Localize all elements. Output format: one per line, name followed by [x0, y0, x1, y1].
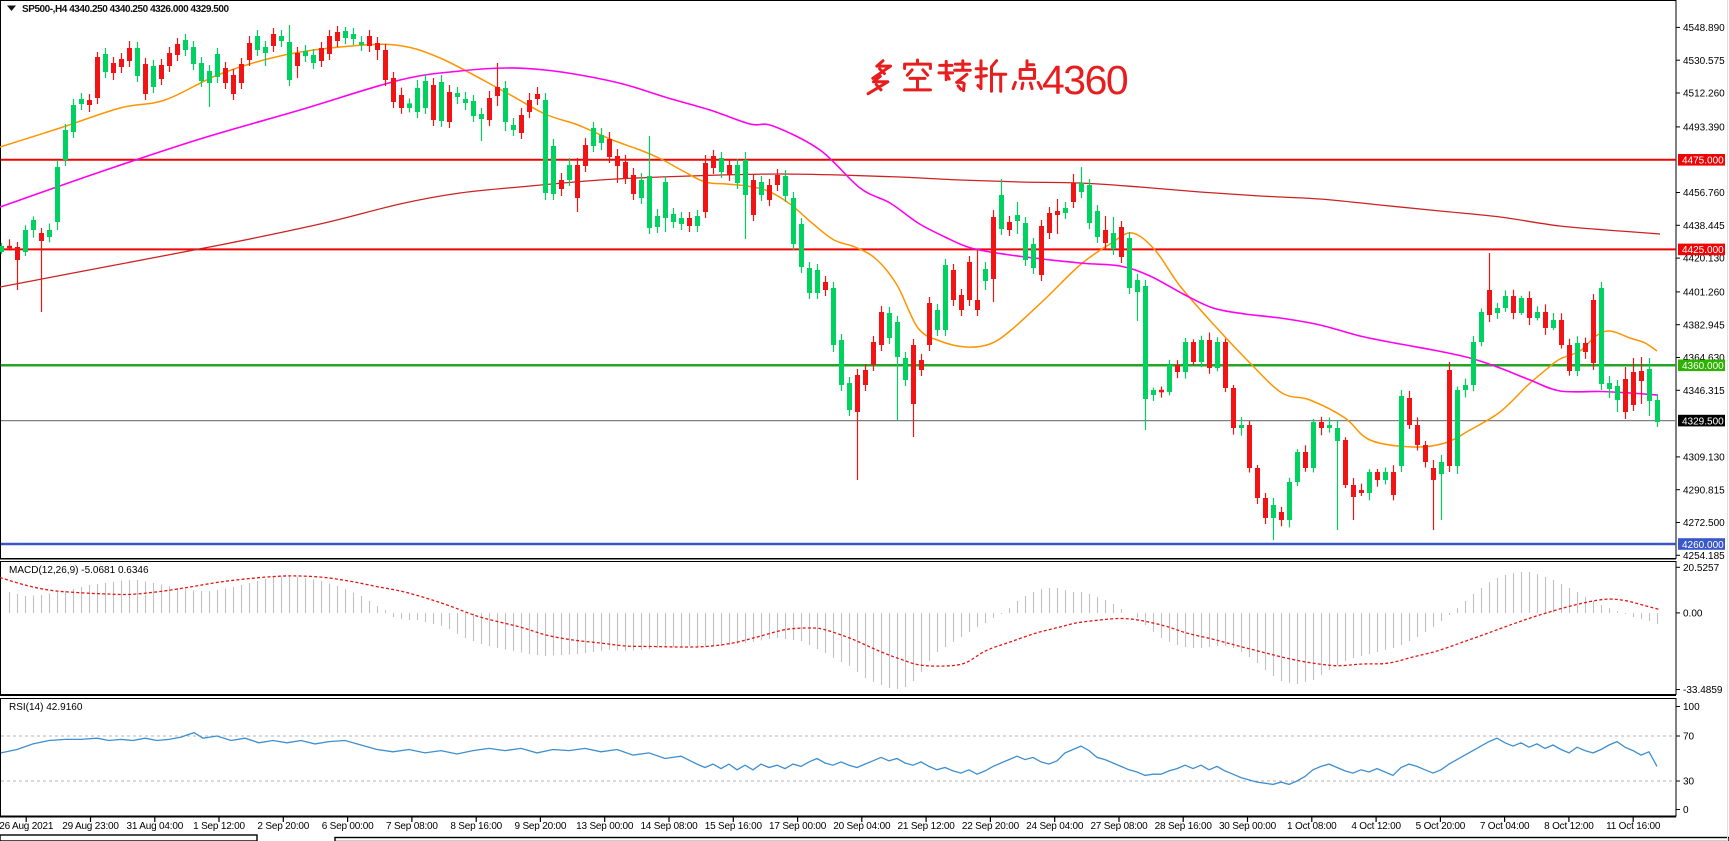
svg-text:30: 30	[1683, 777, 1695, 788]
svg-text:4420.130: 4420.130	[1683, 254, 1725, 265]
svg-text:21 Sep 12:00: 21 Sep 12:00	[898, 821, 956, 832]
svg-text:28 Sep 16:00: 28 Sep 16:00	[1155, 821, 1213, 832]
svg-text:2 Sep 20:00: 2 Sep 20:00	[257, 821, 309, 832]
svg-text:4456.760: 4456.760	[1683, 188, 1725, 199]
svg-text:0.00: 0.00	[1683, 609, 1703, 620]
svg-text:4493.390: 4493.390	[1683, 123, 1725, 134]
svg-text:20 Sep 04:00: 20 Sep 04:00	[833, 821, 891, 832]
svg-text:8 Oct 12:00: 8 Oct 12:00	[1544, 821, 1594, 832]
svg-text:4401.260: 4401.260	[1683, 288, 1725, 299]
svg-text:24 Sep 04:00: 24 Sep 04:00	[1026, 821, 1084, 832]
svg-text:4 Oct 12:00: 4 Oct 12:00	[1351, 821, 1401, 832]
svg-text:4475.000: 4475.000	[1682, 156, 1724, 167]
svg-text:70: 70	[1683, 732, 1695, 743]
svg-text:6 Sep 00:00: 6 Sep 00:00	[322, 821, 374, 832]
svg-text:4364.630: 4364.630	[1683, 353, 1725, 364]
svg-text:4438.445: 4438.445	[1683, 221, 1725, 232]
svg-text:4329.500: 4329.500	[1682, 416, 1724, 427]
svg-text:4512.260: 4512.260	[1683, 89, 1725, 100]
svg-text:4360: 4360	[1042, 57, 1128, 103]
svg-text:7 Oct 04:00: 7 Oct 04:00	[1480, 821, 1530, 832]
svg-text:7 Sep 08:00: 7 Sep 08:00	[386, 821, 438, 832]
svg-text:4272.500: 4272.500	[1683, 518, 1725, 529]
svg-text:100: 100	[1683, 702, 1700, 713]
svg-text:4254.185: 4254.185	[1683, 551, 1725, 562]
svg-text:4360.000: 4360.000	[1682, 361, 1724, 372]
svg-text:4530.575: 4530.575	[1683, 56, 1725, 67]
svg-text:13 Sep 00:00: 13 Sep 00:00	[576, 821, 634, 832]
svg-text:0: 0	[1683, 805, 1689, 816]
svg-text:RSI(14) 42.9160: RSI(14) 42.9160	[9, 702, 83, 713]
svg-text:22 Sep 20:00: 22 Sep 20:00	[962, 821, 1020, 832]
svg-text:26 Aug 2021: 26 Aug 2021	[0, 821, 54, 832]
svg-text:30 Sep 00:00: 30 Sep 00:00	[1219, 821, 1277, 832]
svg-text:5 Oct 20:00: 5 Oct 20:00	[1416, 821, 1466, 832]
svg-text:4290.815: 4290.815	[1683, 485, 1725, 496]
svg-text:15 Sep 16:00: 15 Sep 16:00	[705, 821, 763, 832]
svg-text:14 Sep 08:00: 14 Sep 08:00	[640, 821, 698, 832]
svg-text:27 Sep 08:00: 27 Sep 08:00	[1090, 821, 1148, 832]
svg-text:4382.945: 4382.945	[1683, 320, 1725, 331]
svg-text:SP500-,H4 4340.250 4340.250 4: SP500-,H4 4340.250 4340.250 4326.000 432…	[22, 4, 230, 15]
svg-text:4260.000: 4260.000	[1682, 540, 1724, 551]
svg-text:29 Aug 23:00: 29 Aug 23:00	[62, 821, 119, 832]
svg-text:20.5257: 20.5257	[1683, 563, 1720, 574]
svg-text:31 Aug 04:00: 31 Aug 04:00	[127, 821, 184, 832]
svg-text:11 Oct 16:00: 11 Oct 16:00	[1606, 821, 1661, 832]
svg-text:4425.000: 4425.000	[1682, 245, 1724, 256]
svg-text:1 Oct 08:00: 1 Oct 08:00	[1287, 821, 1337, 832]
svg-text:-33.4859: -33.4859	[1683, 685, 1723, 696]
svg-text:4309.130: 4309.130	[1683, 453, 1725, 464]
svg-text:17 Sep 00:00: 17 Sep 00:00	[769, 821, 827, 832]
svg-text:8 Sep 16:00: 8 Sep 16:00	[450, 821, 502, 832]
svg-text:9 Sep 20:00: 9 Sep 20:00	[515, 821, 567, 832]
svg-text:MACD(12,26,9) -5.0681 0.6346: MACD(12,26,9) -5.0681 0.6346	[9, 565, 149, 576]
svg-text:4548.890: 4548.890	[1683, 23, 1725, 34]
svg-text:1 Sep 12:00: 1 Sep 12:00	[193, 821, 245, 832]
svg-text:4346.315: 4346.315	[1683, 386, 1725, 397]
